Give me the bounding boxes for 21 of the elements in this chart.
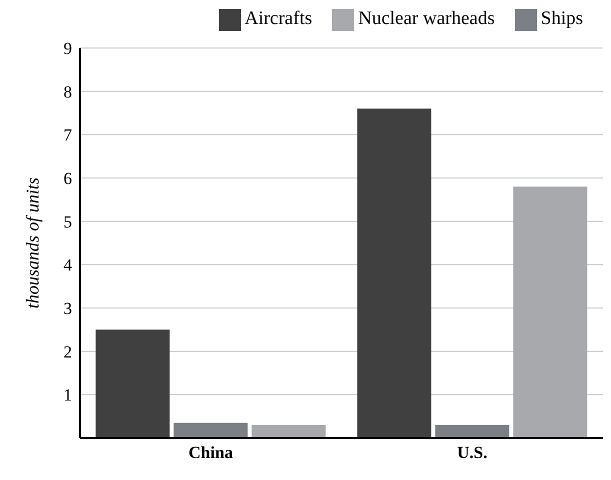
bar [174,422,248,438]
y-tick-label: 5 [64,212,72,232]
bar [252,425,326,438]
x-tick-label: U.S. [457,443,488,462]
legend-label: Aircrafts [244,8,312,29]
y-tick-label: 7 [64,126,72,145]
y-tick-label: 8 [64,82,72,102]
bar [357,108,432,438]
y-tick-label: 4 [64,256,72,275]
legend-label: Nuclear warheads [358,8,495,29]
y-tick-label: 1 [64,386,72,405]
bar [96,330,170,438]
y-axis-title: thousands of units [22,177,42,309]
x-tick-label: China [188,443,234,462]
bar [513,186,588,438]
y-tick-label: 2 [64,342,72,362]
legend-label: Ships [540,8,583,29]
bar [435,425,510,438]
y-tick-label: 9 [64,39,72,58]
y-tick-label: 3 [64,299,72,318]
y-tick-label: 6 [64,169,72,188]
